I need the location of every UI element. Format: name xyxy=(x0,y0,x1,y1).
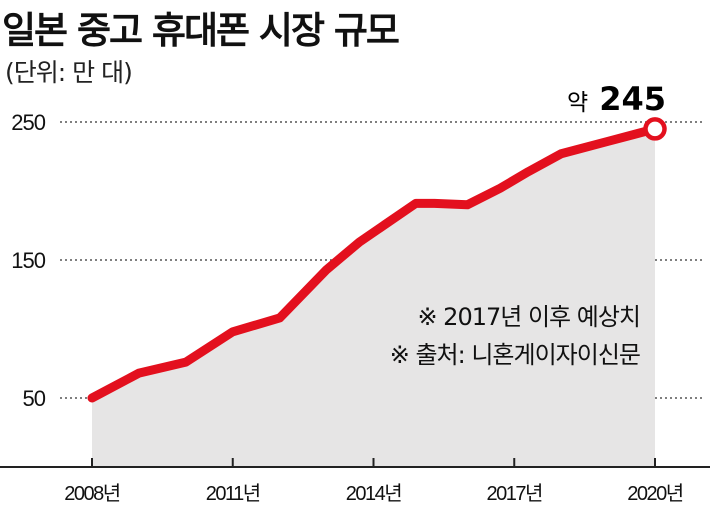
tick-labels: 50 150 250 2008년 2011년 2014년 2017년 2020년 xyxy=(11,110,684,505)
series-polyline xyxy=(87,124,660,403)
callout-prefix: 약 xyxy=(567,90,588,116)
x-tick-label-2014: 2014년 xyxy=(346,482,401,505)
annotation-forecast: ※ 2017년 이후 예상치 xyxy=(417,303,640,331)
unit-label: (단위: 만 대) xyxy=(5,58,133,87)
series-line xyxy=(87,124,660,403)
y-tick-label-250: 250 xyxy=(11,110,45,135)
y-tick-label-50: 50 xyxy=(23,386,46,411)
x-tick-label-2011: 2011년 xyxy=(206,482,260,505)
y-tick-label-150: 150 xyxy=(11,248,45,273)
annotation-source: ※ 출처: 니혼게이자이신문 xyxy=(390,341,640,369)
value-callout: 약 245 xyxy=(567,80,666,118)
area-fill xyxy=(92,128,655,467)
x-tick-label-2017: 2017년 xyxy=(487,482,542,505)
x-axis xyxy=(0,458,710,468)
x-tick-label-2008: 2008년 xyxy=(64,482,119,505)
chart-title: 일본 중고 휴대폰 시장 규모 xyxy=(2,9,400,52)
x-tick-label-2020: 2020년 xyxy=(627,482,682,505)
area-shape xyxy=(92,128,655,467)
data-points xyxy=(643,117,667,141)
annotations: ※ 2017년 이후 예상치 ※ 출처: 니혼게이자이신문 xyxy=(390,303,641,369)
svg-text:약 245: 약 245 xyxy=(567,80,666,118)
end-point-marker xyxy=(643,117,667,141)
callout-value: 245 xyxy=(599,80,666,118)
